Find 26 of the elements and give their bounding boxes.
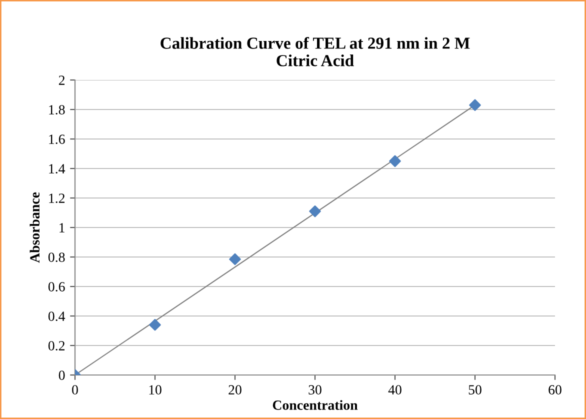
point (469, 99, 481, 111)
y-tick-label: 1 (60, 223, 64, 232)
x-tick-label: 20 (228, 385, 242, 394)
x-tick-label: 10 (149, 385, 162, 394)
y-tick-label: 2 (58, 76, 65, 85)
y-tick-label: 1.8 (49, 105, 65, 115)
x-tick-label: 50 (468, 385, 482, 394)
x-tick-label: 60 (548, 385, 562, 394)
point (229, 253, 241, 266)
x-tick-label: 40 (388, 385, 402, 394)
y-axis-title: Absorbance (30, 192, 40, 263)
y-tick-label: 0.6 (48, 282, 65, 292)
chart-title: Calibration Curve of TEL at 291 nm in 2 M Citric Acid (160, 36, 470, 66)
y-tick-label: 1.6 (49, 134, 65, 144)
x-tick-label: 30 (308, 385, 322, 394)
x-axis-title: Concentration (272, 400, 358, 410)
point (389, 155, 401, 168)
point (309, 205, 321, 218)
y-tick-label: 0.2 (48, 341, 65, 351)
y-tick-label: 0.8 (48, 252, 65, 262)
y-tick-label: 1.2 (49, 194, 65, 204)
x-tick-label: 0 (72, 385, 78, 394)
y-tick-label: 0 (58, 370, 65, 380)
y-tick-label: 1.4 (49, 164, 66, 174)
point (149, 318, 161, 331)
y-tick-label: 0.4 (48, 312, 66, 322)
